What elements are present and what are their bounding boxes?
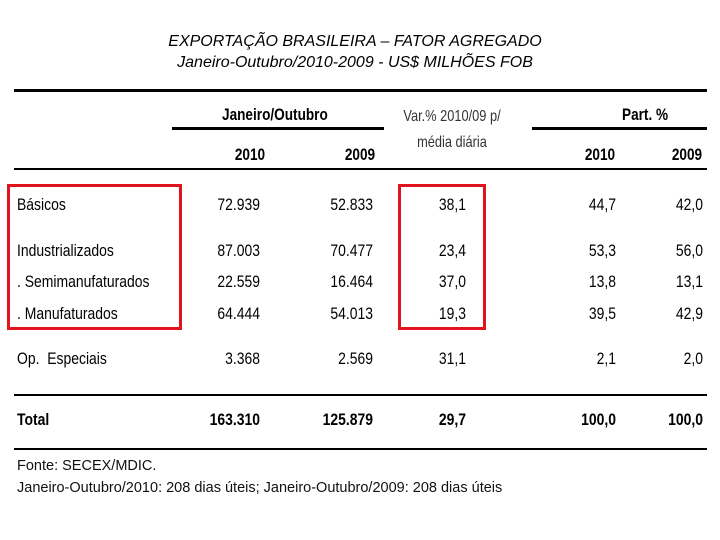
cell-value-2010: 3.368 — [225, 349, 260, 368]
cell-value-2010: 64.444 — [217, 304, 260, 323]
header-variation: Var.% 2010/09 p/ média diária — [396, 104, 508, 156]
cell-value-2009: 54.013 — [330, 304, 373, 323]
row-label: . Manufaturados — [17, 304, 118, 323]
chart-subtitle: Janeiro-Outubro/2010-2009 - US$ MILHÕES … — [177, 54, 533, 71]
total-rule-top — [14, 394, 707, 396]
col-header-2009: 2009 — [344, 145, 376, 164]
row-label: Básicos — [17, 195, 66, 214]
row-label: Industrializados — [17, 241, 114, 260]
cell-value-2009: 2.569 — [338, 349, 373, 368]
cell-part-2009: 42,9 — [675, 304, 703, 323]
cell-variation: 37,0 — [438, 272, 466, 291]
cell-variation: 23,4 — [438, 241, 466, 260]
cell-part-2010: 39,5 — [588, 304, 616, 323]
cell-part-2009: 42,0 — [675, 195, 703, 214]
cell-variation: 31,1 — [438, 349, 466, 368]
header-period: Janeiro/Outubro — [222, 105, 328, 124]
cell-part-2010: 2,1 — [596, 349, 616, 368]
row-label: Total — [17, 410, 50, 429]
cell-part-2009: 56,0 — [675, 241, 703, 260]
highlight-box-variation — [398, 184, 486, 330]
cell-value-2009: 125.879 — [322, 410, 373, 429]
total-rule-bottom — [14, 448, 707, 450]
header-share: Part. % — [622, 105, 669, 124]
cell-variation: 38,1 — [438, 195, 466, 214]
header-variation-text: Var.% 2010/09 p/ média diária — [403, 108, 501, 151]
cell-value-2010: 22.559 — [217, 272, 260, 291]
cell-part-2010: 100,0 — [581, 410, 616, 429]
workdays-note: Janeiro-Outubro/2010: 208 dias úteis; Ja… — [17, 480, 503, 496]
source-note: Fonte: SECEX/MDIC. — [17, 458, 157, 474]
top-rule — [14, 89, 707, 92]
cell-part-2009: 100,0 — [668, 410, 703, 429]
cell-value-2010: 87.003 — [217, 241, 260, 260]
cell-part-2010: 53,3 — [588, 241, 616, 260]
cell-value-2009: 70.477 — [330, 241, 373, 260]
cell-part-2010: 44,7 — [588, 195, 616, 214]
header-rule — [14, 168, 707, 170]
period-underline — [172, 127, 384, 130]
cell-part-2009: 2,0 — [683, 349, 703, 368]
chart-title: EXPORTAÇÃO BRASILEIRA – FATOR AGREGADO — [168, 33, 542, 50]
cell-variation: 19,3 — [438, 304, 466, 323]
col-header-part-2009: 2009 — [671, 145, 703, 164]
highlight-box-labels — [7, 184, 182, 330]
cell-value-2009: 16.464 — [330, 272, 373, 291]
cell-value-2010: 163.310 — [209, 410, 260, 429]
cell-value-2009: 52.833 — [330, 195, 373, 214]
cell-variation: 29,7 — [438, 410, 466, 429]
cell-part-2009: 13,1 — [675, 272, 703, 291]
col-header-part-2010: 2010 — [584, 145, 616, 164]
row-label: Op. Especiais — [17, 349, 107, 368]
cell-part-2010: 13,8 — [588, 272, 616, 291]
cell-value-2010: 72.939 — [217, 195, 260, 214]
row-label: . Semimanufaturados — [17, 272, 150, 291]
share-underline — [532, 127, 707, 130]
col-header-2010: 2010 — [234, 145, 266, 164]
